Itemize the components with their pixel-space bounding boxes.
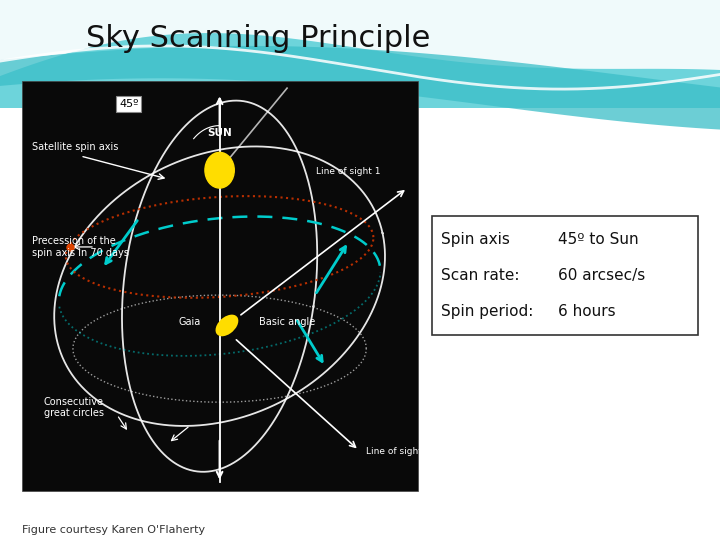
Text: 45º: 45º — [119, 99, 138, 109]
Bar — [432, 216, 698, 335]
Polygon shape — [0, 46, 720, 130]
Text: Precession of the
spin axis in 70 days: Precession of the spin axis in 70 days — [32, 236, 129, 258]
Text: Consecutive
great circles: Consecutive great circles — [44, 397, 104, 418]
Text: 60 arcsec/s: 60 arcsec/s — [558, 268, 645, 283]
Text: Spin axis: Spin axis — [441, 232, 535, 247]
Circle shape — [205, 152, 234, 188]
Text: Line of sight 2: Line of sight 2 — [366, 447, 431, 456]
Text: Basic angle: Basic angle — [259, 317, 315, 327]
Text: 6 hours: 6 hours — [558, 304, 616, 319]
Text: Line of sight 1: Line of sight 1 — [316, 166, 381, 176]
Text: Spin period:: Spin period: — [441, 304, 544, 319]
Polygon shape — [0, 0, 720, 76]
Text: Figure courtesy Karen O'Flaherty: Figure courtesy Karen O'Flaherty — [22, 524, 204, 535]
Bar — [0, 0, 720, 108]
Text: 45º to Sun: 45º to Sun — [558, 232, 639, 247]
Ellipse shape — [215, 315, 238, 336]
Text: Satellite spin axis: Satellite spin axis — [32, 142, 118, 152]
Text: Scan rate:: Scan rate: — [441, 268, 539, 283]
Text: Gaia: Gaia — [179, 317, 201, 327]
Bar — [22, 81, 418, 491]
Text: Sky Scanning Principle: Sky Scanning Principle — [86, 24, 431, 53]
Text: SUN: SUN — [207, 128, 232, 138]
